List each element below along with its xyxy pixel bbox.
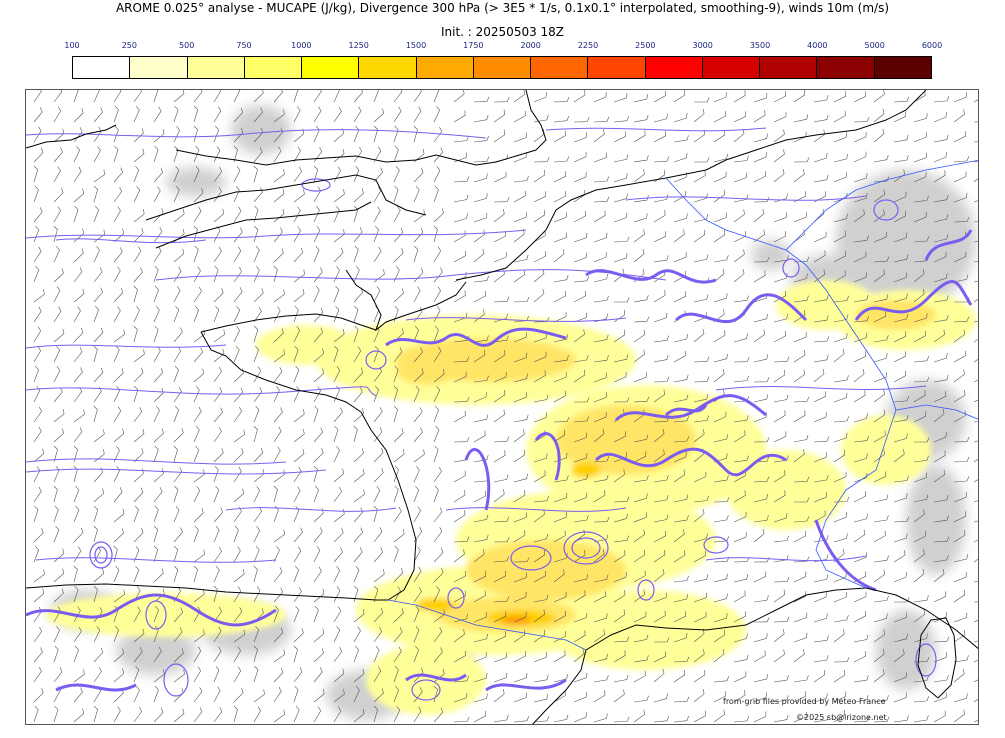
colorbar-tick-label: 100 — [64, 41, 80, 50]
colorbar-tick-label: 2250 — [577, 41, 599, 50]
colorbar-tick-label: 3000 — [692, 41, 713, 50]
wind-barbs — [33, 90, 978, 723]
colorbar-tick-label: 4000 — [807, 41, 828, 50]
colorbar-swatch — [244, 57, 303, 78]
copyright: ©2025 sb@irizone.net — [796, 713, 887, 722]
colorbar-tick-label: 6000 — [921, 41, 943, 50]
coastlines — [26, 90, 978, 724]
colorbar-tick-label: 250 — [121, 41, 137, 50]
colorbar-swatch — [874, 57, 931, 78]
colorbar-swatch — [588, 57, 646, 78]
colorbar-tick-label: 5000 — [864, 41, 885, 50]
colorbar-swatch — [416, 57, 474, 78]
colorbar — [72, 56, 932, 79]
cape-shading — [46, 280, 976, 715]
weather-map[interactable] — [25, 89, 979, 725]
colorbar-tick-label: 1000 — [291, 41, 312, 50]
colorbar-tick-label: 1750 — [463, 41, 484, 50]
colorbar-tick-labels: 100 250 500 750 1000 1250 1500 1750 2000 2250 2500… — [64, 41, 942, 53]
colorbar-swatch — [473, 57, 532, 78]
colorbar-swatch — [359, 57, 417, 78]
colorbar-tick-label: 3500 — [749, 41, 771, 50]
colorbar-tick-label: 1500 — [405, 41, 427, 50]
chart-title: AROME 0.025° analyse - MUCAPE (J/kg), Di… — [115, 1, 890, 15]
divergence-thick-contours — [26, 229, 973, 692]
colorbar-tick-label: 500 — [179, 41, 195, 50]
colorbar-tick-label: 2000 — [520, 41, 541, 50]
divergence-contours — [26, 127, 927, 563]
colorbar-swatch — [760, 57, 818, 78]
colorbar-tick-label: 2500 — [635, 41, 656, 50]
colorbar-tick-label: 750 — [236, 41, 252, 50]
data-credit: from-grib files provided by Meteo France — [723, 697, 886, 706]
divergence-rings — [89, 178, 937, 701]
colorbar-tick-label: 1250 — [348, 41, 369, 50]
colorbar-swatch — [187, 57, 245, 78]
colorbar-swatch — [702, 57, 761, 78]
colorbar-swatch — [531, 57, 589, 78]
map-svg — [26, 90, 978, 724]
colorbar-swatch — [130, 57, 188, 78]
colorbar-swatch — [302, 57, 360, 78]
colorbar-swatch — [645, 57, 703, 78]
colorbar-swatch — [817, 57, 875, 78]
country-borders — [387, 159, 978, 651]
init-time: Init. : 20250503 18Z — [440, 25, 565, 39]
colorbar-swatch — [73, 57, 131, 78]
